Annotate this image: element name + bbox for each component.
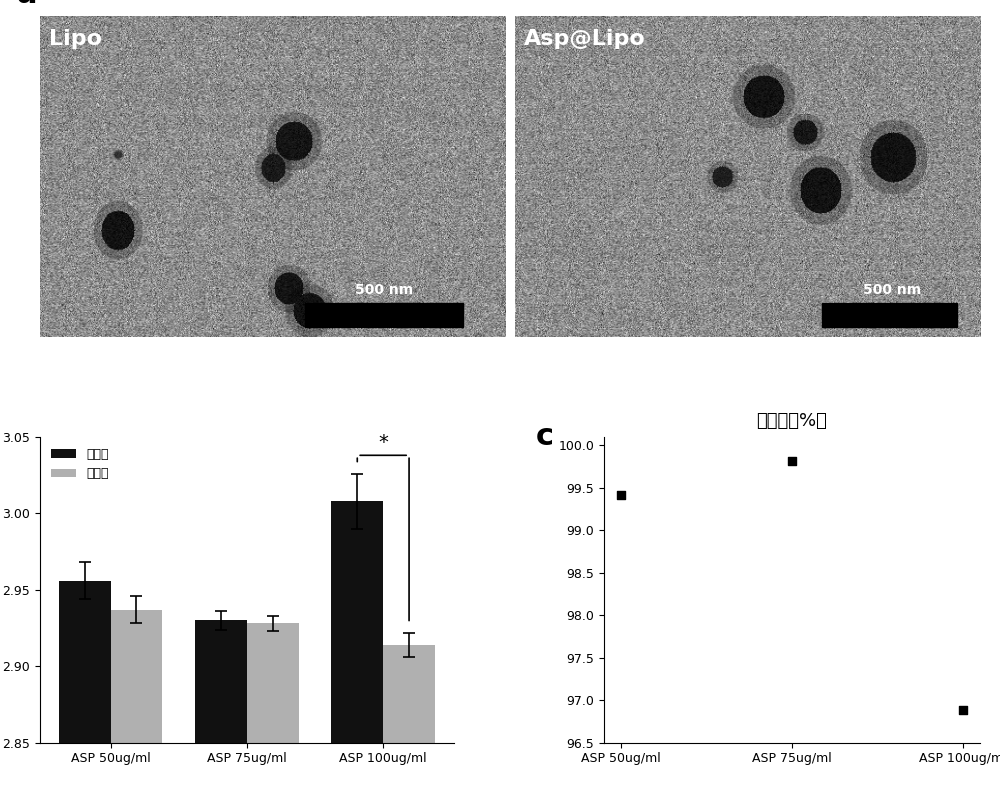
Point — [784, 454, 800, 467]
Text: c: c — [536, 422, 554, 450]
Bar — [383, 645, 435, 790]
Title: 包封率（%）: 包封率（%） — [756, 412, 827, 430]
Text: Asp@Lipo: Asp@Lipo — [524, 28, 646, 49]
Bar — [305, 303, 463, 327]
Text: 500 nm: 500 nm — [355, 283, 413, 296]
Bar — [59, 581, 111, 790]
Point — [955, 704, 971, 717]
Text: a: a — [17, 0, 37, 9]
Bar — [195, 620, 247, 790]
Text: 500 nm: 500 nm — [863, 283, 921, 296]
Text: Lipo: Lipo — [49, 28, 102, 49]
Legend: 包封前, 包封后: 包封前, 包封后 — [46, 443, 114, 486]
Point — [613, 488, 629, 501]
Bar — [247, 623, 299, 790]
Bar — [822, 303, 957, 327]
Bar — [111, 610, 162, 790]
Bar — [331, 501, 383, 790]
Text: *: * — [378, 433, 388, 452]
